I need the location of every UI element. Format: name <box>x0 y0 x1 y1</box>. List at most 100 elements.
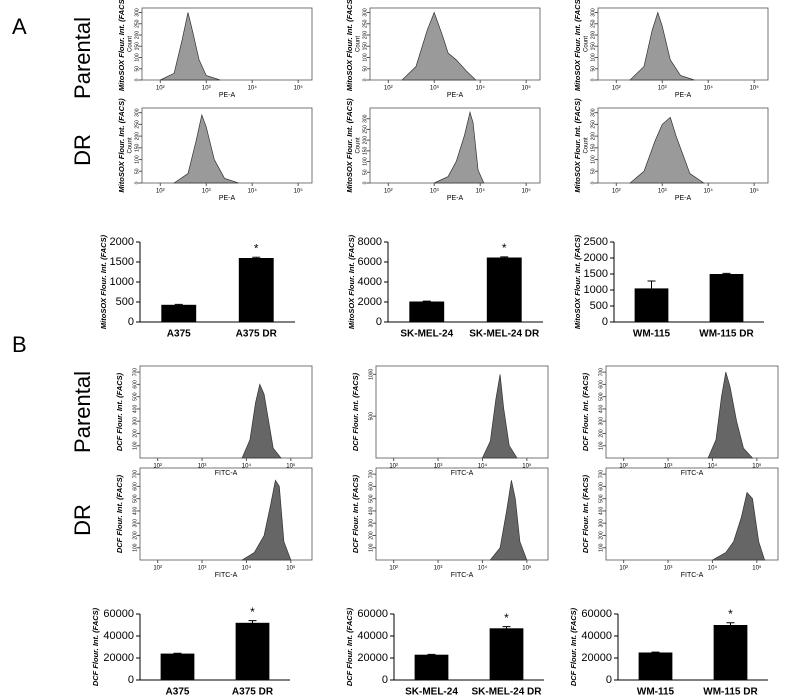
y-tick-label: 0 <box>590 181 596 184</box>
y-tick-label: 100 <box>134 155 140 164</box>
y-tick-label: 200 <box>132 429 138 438</box>
x-tick-label: SK-MEL-24 DR <box>471 687 542 698</box>
x-tick-label: SK-MEL-24 <box>400 329 453 340</box>
y-tick-label: 300 <box>134 8 140 17</box>
x-tick-label: 10² <box>156 189 165 195</box>
row-label: Parental <box>70 371 95 453</box>
y-axis-title: Count <box>356 36 362 52</box>
y-tick-label: 50 <box>362 66 368 72</box>
y-tick-label: 2000 <box>110 236 134 248</box>
plot-frame <box>375 467 549 561</box>
y-tick-label: 100 <box>134 53 140 62</box>
side-label: DCF Flour. Int. (FACS) <box>115 372 124 451</box>
significance-mark: * <box>504 611 509 625</box>
error-bar <box>248 620 257 625</box>
y-axis-title: Count <box>584 137 590 153</box>
x-tick-label: 10³ <box>202 189 211 195</box>
x-tick-label: 10³ <box>664 566 673 572</box>
x-tick-label: 10⁵ <box>522 565 532 572</box>
panel-label: A <box>12 14 27 39</box>
y-tick-label: 100 <box>590 155 596 164</box>
bar <box>160 653 195 680</box>
x-tick-label: 10⁴ <box>476 85 486 92</box>
y-tick-label: 200 <box>598 429 604 438</box>
x-tick-label: 10² <box>612 189 621 195</box>
histogram-area <box>160 12 221 81</box>
y-tick-label: 200 <box>362 136 368 145</box>
x-tick-label: 10² <box>389 464 398 470</box>
x-tick-label: 10⁴ <box>242 463 252 470</box>
y-tick-label: 0 <box>362 181 368 184</box>
x-tick-label: A375 DR <box>236 329 278 340</box>
y-tick-label: 400 <box>598 507 604 516</box>
side-label: MitoSOX Flour. Int. (FACS) <box>573 0 582 91</box>
x-axis-label: PE-A <box>219 92 236 99</box>
x-tick-label: 10⁵ <box>750 188 760 195</box>
side-label: MitoSOX Flour. Int. (FACS) <box>117 98 126 193</box>
histogram-area <box>172 113 239 184</box>
y-tick-label: 50 <box>134 168 140 174</box>
x-tick-label: A375 <box>167 329 191 340</box>
y-tick-label: 400 <box>598 405 604 414</box>
x-tick-label: 10² <box>156 86 165 92</box>
y-tick-label: 150 <box>362 42 368 51</box>
y-tick-label: 600 <box>132 482 138 491</box>
x-axis-label: PE-A <box>447 195 464 202</box>
y-tick-label: 600 <box>368 482 374 491</box>
y-axis-label: DCF Flour. Int. (FACS) <box>91 607 100 686</box>
x-tick-label: 10⁵ <box>294 188 304 195</box>
y-tick-label: 0 <box>128 316 134 328</box>
x-tick-label: 10⁵ <box>752 463 762 470</box>
y-tick-label: 600 <box>598 482 604 491</box>
x-tick-label: 10³ <box>434 464 443 470</box>
x-tick-label: 10² <box>384 189 393 195</box>
y-tick-label: 500 <box>590 300 608 312</box>
bar <box>161 304 197 322</box>
y-tick-label: 40000 <box>103 630 134 642</box>
histogram-area <box>712 491 766 561</box>
x-tick-label: 10² <box>619 566 628 572</box>
side-label: MitoSOX Flour. Int. (FACS) <box>345 0 354 91</box>
error-bar <box>252 256 261 259</box>
side-label: DCF Flour. Int. (FACS) <box>351 474 360 553</box>
y-tick-label: 500 <box>132 494 138 503</box>
y-tick-label: 500 <box>116 296 134 308</box>
x-axis-label: FITC-A <box>681 470 704 477</box>
x-tick-label: 10³ <box>434 566 443 572</box>
error-bar <box>500 256 509 259</box>
x-tick-label: 10³ <box>198 566 207 572</box>
x-tick-label: 10⁵ <box>750 85 760 92</box>
x-axis-label: FITC-A <box>681 572 704 579</box>
bar <box>409 301 445 322</box>
x-tick-label: 10⁴ <box>704 188 714 195</box>
side-label: DCF Flour. Int. (FACS) <box>351 372 360 451</box>
error-bar <box>722 272 731 275</box>
y-tick-label: 250 <box>134 19 140 28</box>
y-tick-label: 0 <box>602 316 608 328</box>
x-tick-label: 10⁵ <box>294 85 304 92</box>
y-tick-label: 400 <box>368 507 374 516</box>
side-label: DCF Flour. Int. (FACS) <box>581 474 590 553</box>
y-tick-label: 1000 <box>368 369 374 380</box>
y-axis-title: Count <box>584 36 590 52</box>
y-tick-label: 1000 <box>584 284 608 296</box>
x-tick-label: 10⁴ <box>708 565 718 572</box>
bar <box>638 652 673 680</box>
y-tick-label: 0 <box>362 78 368 81</box>
x-tick-label: 10⁴ <box>704 85 714 92</box>
error-bar <box>174 303 183 306</box>
plot-frame <box>375 365 549 459</box>
y-axis-label: DCF Flour. Int. (FACS) <box>569 607 578 686</box>
y-tick-label: 200 <box>134 31 140 40</box>
x-tick-label: 10⁵ <box>286 565 296 572</box>
plot-frame <box>141 7 313 81</box>
y-tick-label: 500 <box>598 392 604 401</box>
plot-frame <box>605 365 779 459</box>
x-tick-label: SK-MEL-24 <box>405 687 458 698</box>
x-tick-label: 10⁴ <box>248 85 258 92</box>
y-tick-label: 40000 <box>581 630 612 642</box>
y-tick-label: 500 <box>368 494 374 503</box>
x-tick-label: 10³ <box>430 86 439 92</box>
